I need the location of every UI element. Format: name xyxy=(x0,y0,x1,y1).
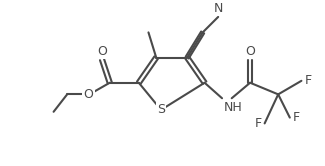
Text: S: S xyxy=(157,103,165,116)
Text: NH: NH xyxy=(224,101,243,114)
Text: F: F xyxy=(254,117,262,130)
Text: O: O xyxy=(84,88,93,101)
Text: F: F xyxy=(304,74,311,87)
Text: O: O xyxy=(97,45,107,58)
Text: F: F xyxy=(293,111,300,124)
Text: O: O xyxy=(245,45,255,58)
Text: N: N xyxy=(214,2,223,15)
